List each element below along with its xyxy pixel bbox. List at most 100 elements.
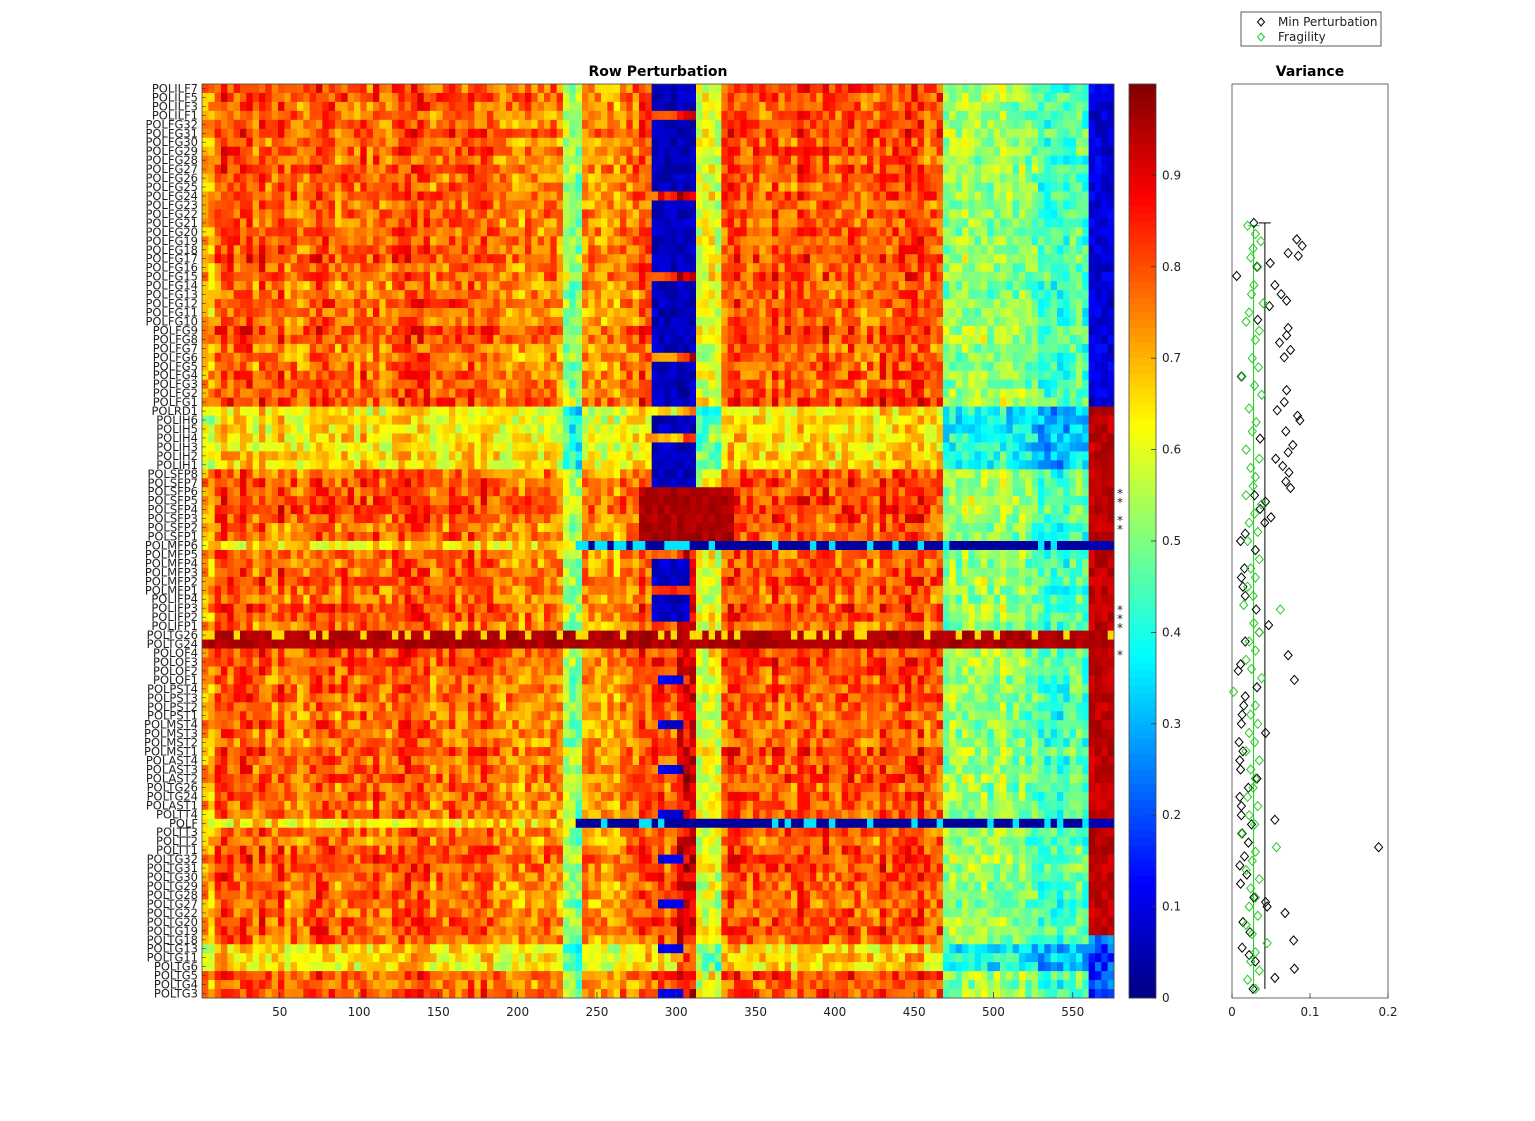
- heatmap-cell: [480, 110, 488, 121]
- heatmap-cell: [708, 182, 716, 192]
- heatmap-cell: [620, 290, 627, 300]
- heatmap-cell: [455, 101, 463, 112]
- heatmap-cell: [499, 334, 507, 345]
- heatmap-cell: [233, 245, 241, 255]
- heatmap-cell: [860, 361, 868, 372]
- heatmap-cell: [271, 254, 279, 264]
- heatmap-cell: [924, 245, 931, 255]
- heatmap-cell: [797, 379, 805, 390]
- heatmap-cell: [328, 146, 336, 157]
- heatmap-cell: [689, 361, 697, 372]
- heatmap-cell: [601, 200, 608, 210]
- heatmap-cell: [645, 173, 653, 183]
- heatmap-cell: [411, 263, 418, 273]
- heatmap-cell: [385, 182, 393, 192]
- heatmap-cell: [259, 361, 266, 372]
- heatmap-cell: [632, 290, 640, 300]
- heatmap-cell: [784, 155, 792, 166]
- heatmap-cell: [221, 128, 228, 139]
- heatmap-cell: [385, 101, 393, 112]
- heatmap-cell: [411, 272, 418, 282]
- heatmap-cell: [1050, 182, 1058, 192]
- heatmap-cell: [461, 299, 469, 309]
- heatmap-cell: [373, 209, 380, 219]
- heatmap-cell: [639, 290, 646, 300]
- heatmap-cell: [772, 137, 779, 148]
- heatmap-cell: [347, 128, 355, 139]
- heatmap-cell: [645, 218, 653, 228]
- heatmap-cell: [398, 236, 406, 246]
- heatmap-cell: [214, 182, 222, 192]
- heatmap-cell: [544, 128, 551, 139]
- heatmap-cell: [822, 290, 830, 300]
- heatmap-cell: [632, 200, 640, 210]
- heatmap-cell: [265, 191, 273, 201]
- heatmap-cell: [563, 370, 570, 381]
- heatmap-cell: [936, 370, 944, 381]
- heatmap-cell: [531, 218, 539, 228]
- heatmap-cell: [240, 227, 247, 237]
- heatmap-cell: [252, 218, 260, 228]
- heatmap-cell: [664, 352, 672, 363]
- heatmap-cell: [962, 370, 969, 381]
- heatmap-cell: [341, 272, 349, 282]
- heatmap-cell: [664, 263, 672, 273]
- heatmap-cell: [702, 299, 710, 309]
- heatmap-cell: [841, 110, 849, 121]
- heatmap-cell: [1095, 370, 1102, 381]
- heatmap-cell: [1095, 218, 1102, 228]
- heatmap-cell: [607, 227, 615, 237]
- heatmap-cell: [1050, 325, 1058, 336]
- heatmap-cell: [791, 325, 798, 336]
- heatmap-cell: [601, 361, 608, 372]
- heatmap-cell: [1063, 254, 1071, 264]
- heatmap-cell: [632, 137, 640, 148]
- heatmap-cell: [664, 236, 672, 246]
- heatmap-cell: [259, 92, 266, 103]
- heatmap-cell: [1019, 227, 1026, 237]
- heatmap-cell: [259, 316, 266, 327]
- heatmap-cell: [651, 316, 659, 327]
- heatmap-cell: [955, 92, 963, 103]
- heatmap-cell: [664, 191, 672, 201]
- heatmap-cell: [702, 308, 710, 318]
- heatmap-cell: [569, 119, 577, 130]
- heatmap-cell: [1101, 290, 1109, 300]
- heatmap-cell: [411, 92, 418, 103]
- heatmap-cell: [607, 119, 615, 130]
- heatmap-cell: [1012, 146, 1020, 157]
- heatmap-cell: [550, 128, 558, 139]
- heatmap-cell: [385, 281, 393, 291]
- heatmap-cell: [860, 370, 868, 381]
- heatmap-cell: [398, 200, 406, 210]
- heatmap-cell: [816, 316, 824, 327]
- heatmap-cell: [702, 137, 710, 148]
- heatmap-cell: [810, 272, 817, 282]
- heatmap-cell: [601, 299, 608, 309]
- heatmap-cell: [689, 92, 697, 103]
- heatmap-cell: [303, 325, 311, 336]
- heatmap-cell: [518, 173, 526, 183]
- heatmap-cell: [917, 110, 925, 121]
- heatmap-cell: [639, 245, 646, 255]
- heatmap-cell: [854, 334, 862, 345]
- heatmap-cell: [455, 263, 463, 273]
- heatmap-cell: [1050, 245, 1058, 255]
- heatmap-cell: [1025, 254, 1033, 264]
- heatmap-cell: [734, 334, 741, 345]
- heatmap-cell: [670, 281, 678, 291]
- heatmap-cell: [550, 263, 558, 273]
- heatmap-cell: [1050, 200, 1058, 210]
- heatmap-cell: [658, 299, 665, 309]
- heatmap-cell: [575, 218, 583, 228]
- heatmap-cell: [1038, 146, 1045, 157]
- heatmap-cell: [392, 200, 399, 210]
- heatmap-cell: [778, 110, 786, 121]
- heatmap-cell: [1095, 84, 1102, 94]
- heatmap-cell: [214, 308, 222, 318]
- heatmap-cell: [873, 263, 881, 273]
- heatmap-cell: [898, 245, 906, 255]
- heatmap-cell: [753, 191, 760, 201]
- heatmap-cell: [518, 379, 526, 390]
- heatmap-cell: [886, 209, 893, 219]
